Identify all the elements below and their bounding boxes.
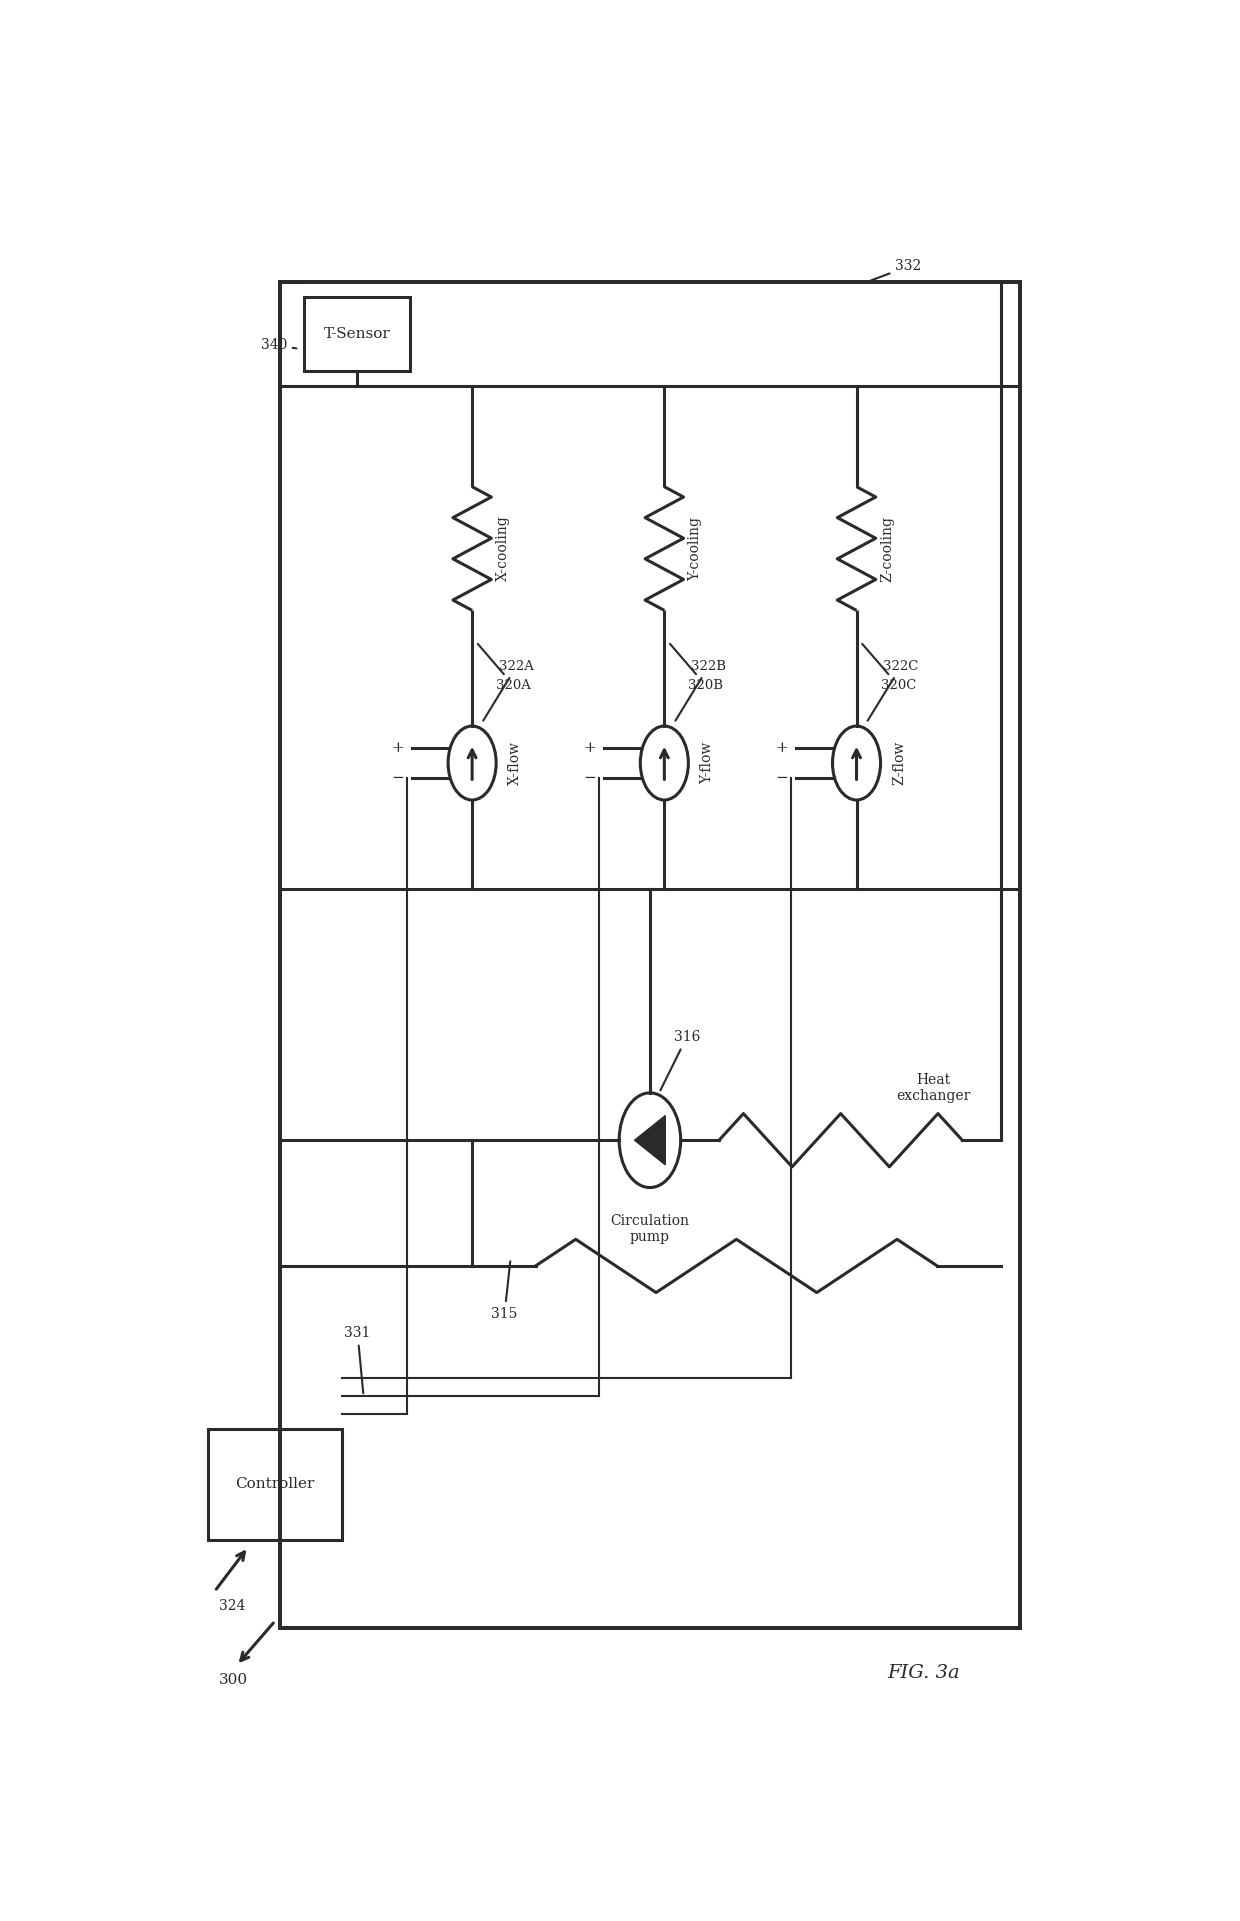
Text: 315: 315 — [491, 1262, 518, 1322]
Text: X-flow: X-flow — [507, 742, 522, 786]
Text: 316: 316 — [661, 1030, 699, 1091]
Text: 300: 300 — [219, 1673, 248, 1687]
Text: −: − — [583, 770, 596, 786]
Text: 324: 324 — [219, 1598, 246, 1614]
Text: T-Sensor: T-Sensor — [324, 327, 391, 342]
Text: FIG. 3a: FIG. 3a — [888, 1664, 960, 1681]
Text: 322B: 322B — [676, 659, 727, 720]
Text: Heat
exchanger: Heat exchanger — [897, 1074, 971, 1103]
Text: −: − — [391, 770, 404, 786]
Text: X-cooling: X-cooling — [496, 515, 510, 582]
Bar — [208, 1429, 342, 1539]
Text: +: + — [391, 742, 404, 755]
Text: 320A: 320A — [477, 644, 531, 692]
Text: Z-cooling: Z-cooling — [880, 515, 894, 582]
Text: 320C: 320C — [862, 644, 916, 692]
Text: Controller: Controller — [236, 1477, 315, 1491]
Text: Y-cooling: Y-cooling — [688, 517, 702, 580]
Text: 340: 340 — [260, 338, 296, 352]
Text: 331: 331 — [345, 1325, 371, 1393]
Text: +: + — [775, 742, 789, 755]
Text: 320B: 320B — [670, 644, 723, 692]
Text: Z-flow: Z-flow — [892, 742, 906, 786]
Text: Y-flow: Y-flow — [699, 742, 714, 784]
Text: 332: 332 — [869, 259, 921, 280]
Text: 322A: 322A — [484, 659, 534, 720]
Text: 322C: 322C — [868, 659, 919, 720]
Polygon shape — [635, 1116, 666, 1164]
Text: Circulation
pump: Circulation pump — [610, 1214, 689, 1245]
Bar — [304, 298, 409, 371]
Text: −: − — [775, 770, 789, 786]
Text: +: + — [583, 742, 596, 755]
Bar — [280, 282, 1021, 1629]
